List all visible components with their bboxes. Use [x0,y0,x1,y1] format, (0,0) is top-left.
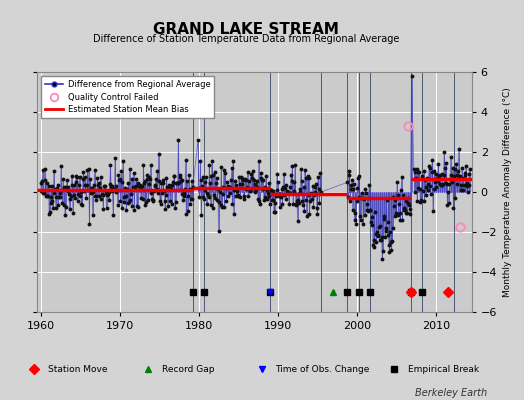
Y-axis label: Monthly Temperature Anomaly Difference (°C): Monthly Temperature Anomaly Difference (… [503,87,511,297]
Text: Station Move: Station Move [48,364,107,374]
Text: Berkeley Earth: Berkeley Earth [415,388,487,398]
Text: Difference of Station Temperature Data from Regional Average: Difference of Station Temperature Data f… [93,34,399,44]
Text: Empirical Break: Empirical Break [408,364,479,374]
Text: Record Gap: Record Gap [161,364,214,374]
Text: Time of Obs. Change: Time of Obs. Change [276,364,370,374]
Text: GRAND LAKE STREAM: GRAND LAKE STREAM [154,22,339,37]
Legend: Difference from Regional Average, Quality Control Failed, Estimated Station Mean: Difference from Regional Average, Qualit… [41,76,214,118]
